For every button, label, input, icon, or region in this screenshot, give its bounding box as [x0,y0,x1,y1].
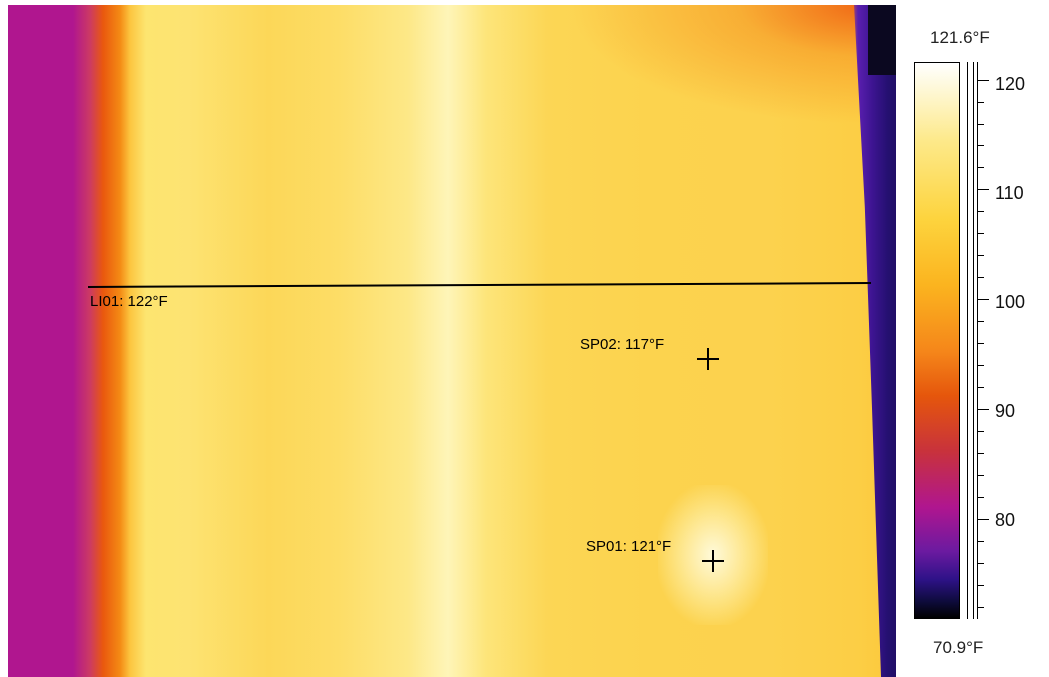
tick-label-120: 120 [995,74,1026,94]
measurement-line-label: LI01: 122°F [90,293,168,310]
scale-minor-tick [977,321,984,322]
scale-rail [973,62,974,619]
scale-minor-tick [977,255,984,256]
scale-min-label: 70.9°F [933,638,984,657]
scale-major-tick [977,189,989,190]
color-scale-bar [914,62,960,619]
scale-minor-tick [977,387,984,388]
spot-sp02-crosshair-icon[interactable] [697,348,719,370]
heat-gradient-region [568,5,896,125]
cold-corner-region [868,5,896,75]
scale-minor-tick [977,585,984,586]
scale-minor-tick [977,145,984,146]
scale-rail [967,62,968,619]
scale-minor-tick [977,541,984,542]
scale-major-tick [977,80,989,81]
scale-minor-tick [977,102,984,103]
scale-minor-tick [977,475,984,476]
scale-minor-tick [977,607,984,608]
tick-label-100: 100 [995,292,1026,312]
spot-sp01-crosshair-icon[interactable] [702,550,724,572]
tick-label-90: 90 [995,401,1016,421]
scale-max-label: 121.6°F [930,28,990,47]
scale-major-tick [977,519,989,520]
scale-minor-tick [977,233,984,234]
scale-minor-tick [977,453,984,454]
scale-major-tick [977,409,989,410]
scale-minor-tick [977,365,984,366]
thermal-image [8,5,896,677]
scale-minor-tick [977,497,984,498]
spot-sp02-label: SP02: 117°F [580,336,665,353]
tick-label-110: 110 [995,183,1024,203]
scale-minor-tick [977,343,984,344]
scale-minor-tick [977,563,984,564]
scale-minor-tick [977,211,984,212]
scale-axis [977,62,978,619]
tick-label-80: 80 [995,510,1016,530]
scale-minor-tick [977,124,984,125]
scale-minor-tick [977,277,984,278]
scale-minor-tick [977,167,984,168]
spot-sp01-label: SP01: 121°F [586,538,672,555]
scale-minor-tick [977,431,984,432]
scale-major-tick [977,299,989,300]
